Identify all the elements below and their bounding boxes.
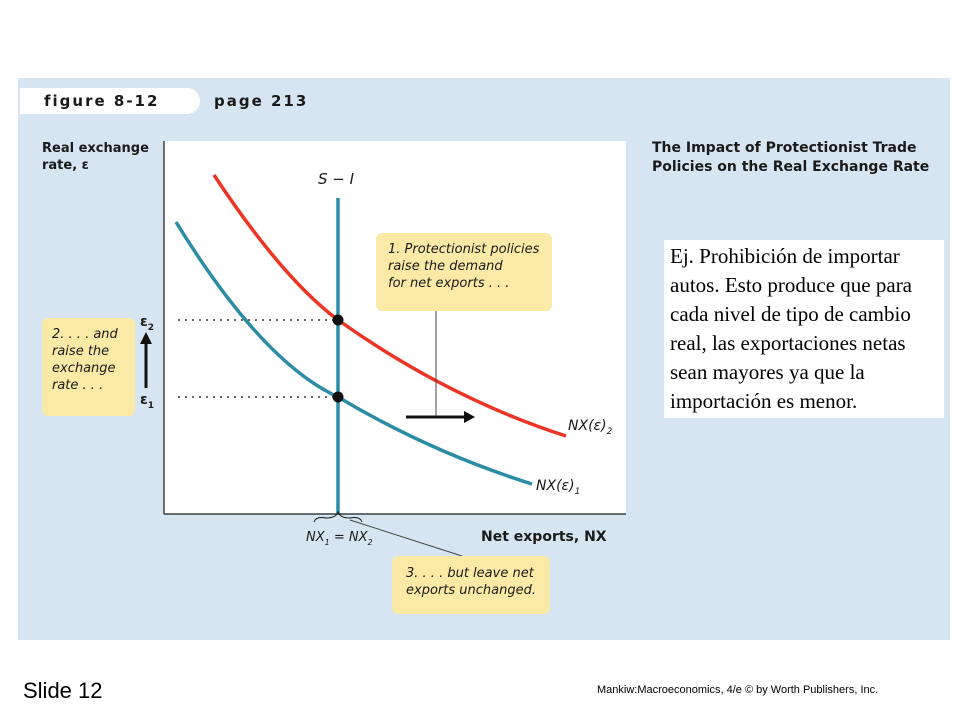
y-tick-eps2: ε2: [140, 314, 154, 333]
callout1-line: raise the demand: [388, 259, 503, 274]
figure-tag: [20, 88, 200, 114]
slide-number: Slide 12: [23, 678, 103, 703]
callout3-line: 3. . . . but leave net: [406, 566, 534, 581]
shift-arrow-head: [464, 411, 475, 423]
supply-label: S − I: [318, 170, 355, 188]
explanatory-note: Ej. Prohibición de importar autos. Esto …: [664, 240, 944, 418]
x-tick-nx: NX1 = NX2: [306, 530, 373, 547]
callout-exports-unchanged: 3. . . . but leave net exports unchanged…: [392, 556, 550, 614]
y-axis-label: Real exchange rate, ε: [42, 141, 149, 173]
page-label: page 213: [214, 92, 309, 110]
y-tick-eps1: ε1: [140, 392, 154, 411]
callout3-line: exports unchanged.: [406, 583, 536, 598]
nx2-curve-label: NX(ε)2: [568, 418, 613, 437]
up-arrow-head: [140, 332, 152, 344]
callout-protectionist-policies: 1. Protectionist policies raise the dema…: [376, 233, 552, 311]
nx1-curve-label: NX(ε)1: [536, 478, 580, 497]
callout-raise-exchange-rate: 2. . . . and raise the exchange rate . .…: [42, 318, 135, 416]
copyright-credit: Mankiw:Macroeconomics, 4/e © by Worth Pu…: [597, 684, 879, 696]
callout2-line: rate . . .: [52, 378, 104, 393]
equilibrium-point-2: [332, 314, 344, 326]
callout2-line: exchange: [52, 361, 116, 376]
plot-area: [164, 141, 626, 514]
figure-title: The Impact of Protectionist Trade Polici…: [652, 140, 930, 175]
callout2-line: raise the: [52, 344, 110, 359]
callout3-connector: [349, 519, 463, 557]
nx2-curve: [212, 174, 567, 438]
x-tick-brace: [313, 510, 363, 523]
equilibrium-point-1: [332, 391, 344, 403]
figure-label: figure 8-12: [44, 92, 160, 110]
callout2-line: 2. . . . and: [52, 327, 118, 342]
callout1-line: 1. Protectionist policies: [388, 242, 540, 257]
callout1-line: for net exports . . .: [388, 276, 510, 291]
x-axis-label: Net exports, NX: [481, 529, 607, 545]
